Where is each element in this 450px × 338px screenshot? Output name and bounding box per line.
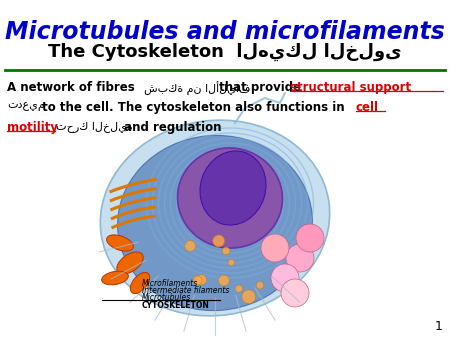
Text: structural support: structural support <box>290 81 411 94</box>
Text: A network of fibres: A network of fibres <box>7 81 139 94</box>
Text: 1: 1 <box>435 320 443 333</box>
Circle shape <box>296 224 324 252</box>
Circle shape <box>193 276 202 285</box>
Circle shape <box>286 244 314 272</box>
Text: that provide: that provide <box>215 81 305 94</box>
Text: motility: motility <box>7 121 58 134</box>
Text: cell: cell <box>356 101 379 114</box>
Ellipse shape <box>102 271 128 285</box>
Circle shape <box>281 279 309 307</box>
Text: and regulation: and regulation <box>120 121 221 134</box>
Text: شبكة من الألياف: شبكة من الألياف <box>144 81 251 95</box>
Text: to the cell. The cytoskeleton also functions in: to the cell. The cytoskeleton also funct… <box>38 101 349 114</box>
Text: CYTOSKELETON: CYTOSKELETON <box>142 301 210 310</box>
Circle shape <box>261 234 289 262</box>
Text: Microtubules and microfilaments: Microtubules and microfilaments <box>5 20 445 44</box>
Circle shape <box>242 290 256 304</box>
Text: تحرك الخلية: تحرك الخلية <box>56 121 133 132</box>
Circle shape <box>256 282 264 289</box>
Circle shape <box>222 247 230 255</box>
Ellipse shape <box>107 235 133 251</box>
Circle shape <box>185 241 196 251</box>
Circle shape <box>218 275 230 286</box>
Ellipse shape <box>178 148 283 248</box>
Text: Intermediate filaments: Intermediate filaments <box>142 286 230 295</box>
Circle shape <box>213 235 225 247</box>
Ellipse shape <box>100 120 330 316</box>
Circle shape <box>235 285 243 292</box>
Ellipse shape <box>117 252 143 274</box>
Circle shape <box>271 264 299 292</box>
Circle shape <box>228 259 234 266</box>
Ellipse shape <box>117 136 312 311</box>
Text: Microfilaments: Microfilaments <box>142 279 198 288</box>
Circle shape <box>196 275 207 285</box>
Ellipse shape <box>130 272 150 294</box>
Ellipse shape <box>200 151 266 225</box>
Text: تدعيم: تدعيم <box>7 101 45 111</box>
Text: The Cytoskeleton  الهيكل الخلوى: The Cytoskeleton الهيكل الخلوى <box>48 43 402 61</box>
Text: Microtubules: Microtubules <box>142 293 191 302</box>
